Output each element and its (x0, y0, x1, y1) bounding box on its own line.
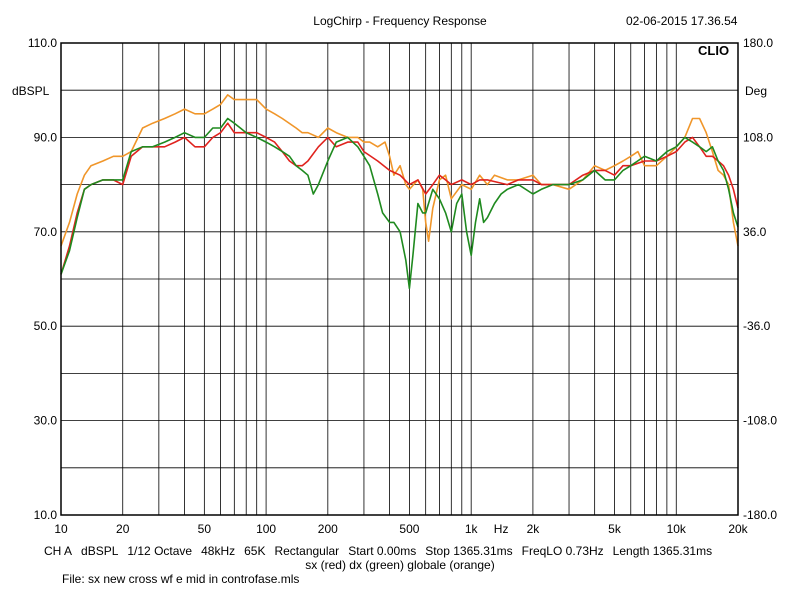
y-axis-label: dBSPL (12, 84, 50, 98)
clio-logo: CLIO (698, 43, 730, 58)
y2-tick-label: 36.0 (743, 225, 767, 239)
setting-item: Start 0.00ms (348, 544, 417, 558)
y-tick-label: 30.0 (34, 414, 58, 428)
x-tick-label: 2k (527, 522, 541, 536)
legend-text: sx (red) dx (green) globale (orange) (305, 558, 495, 572)
chart-grid (61, 43, 738, 515)
setting-item: dBSPL (81, 544, 119, 558)
setting-item: Length 1365.31ms (612, 544, 713, 558)
x-tick-label: 1k (465, 522, 479, 536)
chart-curves (60, 94, 739, 290)
y2-tick-label: -36.0 (743, 319, 771, 333)
plot-frame (60, 42, 739, 516)
setting-item: FreqLO 0.73Hz (521, 544, 604, 558)
y2-tick-label: 180.0 (743, 36, 773, 50)
x-tick-label: 500 (399, 522, 419, 536)
x-tick-label: 10 (54, 522, 68, 536)
x-tick-label: 200 (318, 522, 338, 536)
x-tick-label: 5k (608, 522, 622, 536)
y-tick-label: 10.0 (34, 508, 58, 522)
y-tick-label: 70.0 (34, 225, 58, 239)
y-tick-label: 90.0 (34, 130, 58, 144)
x-tick-label: 50 (198, 522, 212, 536)
y-tick-label: 110.0 (28, 36, 57, 50)
x-tick-label: 20k (728, 522, 748, 536)
x-axis-label: Hz (494, 522, 509, 536)
chart-tick-labels: 10 20 50 100 200 500 1k 2k 5k 10k 20k Hz 110.0 90.0 70… (28, 36, 777, 536)
setting-item: 65K (244, 544, 266, 558)
y-tick-label: 50.0 (34, 319, 58, 333)
y2-axis-label: Deg (745, 84, 768, 98)
file-name: File: sx new cross wf e mid in controfas… (62, 572, 300, 586)
series-line-2 (60, 117, 739, 290)
x-tick-label: 100 (256, 522, 276, 536)
series-line-1 (60, 122, 739, 275)
y2-tick-label: -108.0 (743, 414, 777, 428)
chart-title: LogChirp - Frequency Response (313, 14, 487, 28)
setting-item: CH A (44, 544, 73, 558)
setting-item: 48kHz (201, 544, 236, 558)
series-line-0 (60, 94, 739, 247)
x-tick-label: 20 (116, 522, 130, 536)
setting-item: Stop 1365.31ms (425, 544, 513, 558)
y2-tick-label: 108.0 (743, 130, 773, 144)
setting-item: 1/12 Octave (127, 544, 193, 558)
setting-item: Rectangular (274, 544, 340, 558)
y2-tick-label: -180.0 (743, 508, 777, 522)
timestamp: 02-06-2015 17.36.54 (626, 14, 738, 28)
x-tick-label: 10k (667, 522, 687, 536)
measurement-settings: CH A dBSPL 1/12 Octave 48kHz 65K Rectangular S… (44, 544, 764, 558)
